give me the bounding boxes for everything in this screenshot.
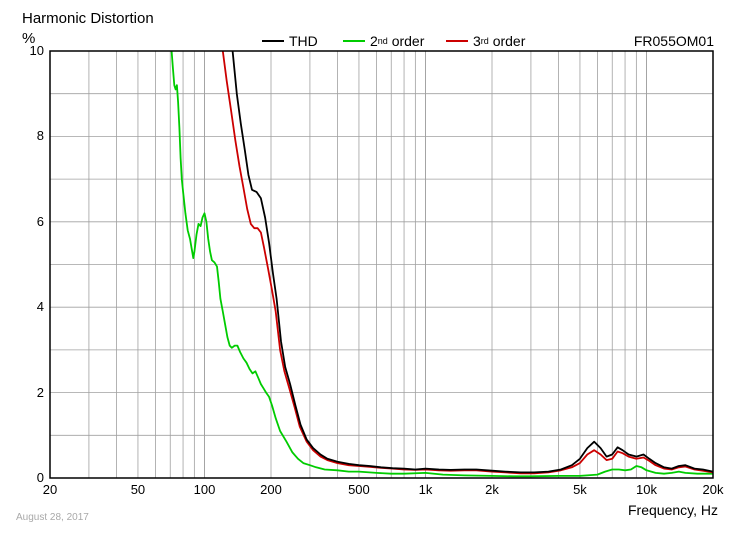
plot-frame: [49, 50, 714, 479]
series-line-thd: [231, 50, 714, 474]
y-tick-label: 4: [36, 299, 44, 315]
x-tick-label: 20k: [702, 482, 724, 497]
legend-swatch-thd: [262, 40, 284, 42]
x-tick-label: 50: [130, 482, 146, 497]
x-tick-label: 20: [42, 482, 58, 497]
grid-lines: [50, 51, 713, 478]
x-axis-label: Frequency, Hz: [628, 502, 718, 518]
model-label: FR055OM01: [633, 33, 714, 49]
x-tick-label: 500: [348, 482, 370, 497]
x-tick-label: 5k: [573, 482, 587, 497]
legend-label-3rd-num: 3: [473, 33, 481, 49]
y-axis-unit: %: [22, 30, 36, 47]
legend-label-2nd-rest: order: [387, 33, 425, 49]
x-tick-label: 2k: [485, 482, 499, 497]
x-tick-label: 10k: [635, 482, 657, 497]
series-curves: [170, 50, 714, 478]
y-tick-label: 0: [36, 470, 44, 485]
series-line-2nd-order: [170, 50, 713, 478]
legend-thd: THD: [262, 33, 318, 49]
y-tick-label: 2: [36, 384, 44, 400]
y-tick-label: 6: [36, 213, 44, 229]
date-stamp: August 28, 2017: [16, 512, 89, 523]
legend-label-3rd-rest: order: [488, 33, 526, 49]
x-tick-label: 100: [193, 482, 216, 497]
x-tick-label: 200: [260, 482, 282, 497]
legend-label-2nd-sup: nd: [377, 36, 388, 46]
chart-title: Harmonic Distortion: [22, 10, 154, 27]
legend-label-2nd-num: 2: [370, 33, 378, 49]
legend-swatch-3rd: [446, 40, 468, 42]
x-tick-label: 1k: [418, 482, 433, 497]
legend-swatch-2nd: [343, 40, 365, 42]
legend-label-thd: THD: [289, 33, 318, 49]
y-tick-label: 8: [36, 128, 44, 144]
y-tick-label: 10: [29, 43, 44, 58]
legend-label-3rd-sup: rd: [480, 36, 489, 46]
